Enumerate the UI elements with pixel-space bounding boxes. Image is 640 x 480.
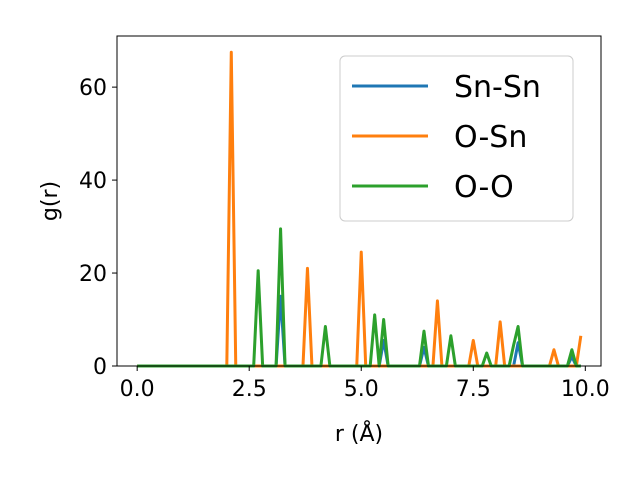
y-axis: 0 20 40 60 xyxy=(79,76,117,380)
legend: Sn-Sn O-Sn O-O xyxy=(339,55,574,222)
y-tick-label: 20 xyxy=(79,262,107,287)
legend-label: O-O xyxy=(454,170,514,205)
y-tick-label: 60 xyxy=(79,76,107,101)
legend-label: Sn-Sn xyxy=(454,70,541,105)
x-tick-label: 5.0 xyxy=(344,377,379,402)
x-tick-label: 10.0 xyxy=(561,377,610,402)
y-tick-label: 40 xyxy=(79,169,107,194)
y-axis-label: g(r) xyxy=(38,181,63,221)
x-tick-label: 0.0 xyxy=(120,377,155,402)
x-axis: 0.0 2.5 5.0 7.5 10.0 xyxy=(120,366,610,402)
x-tick-label: 7.5 xyxy=(456,377,491,402)
y-tick-label: 0 xyxy=(93,355,107,380)
x-tick-label: 2.5 xyxy=(232,377,267,402)
series-line-o-o xyxy=(137,227,581,368)
legend-label: O-Sn xyxy=(454,120,527,155)
legend-frame xyxy=(339,55,574,222)
plot-frame xyxy=(116,35,602,367)
x-axis-label: r (Å) xyxy=(335,420,383,447)
